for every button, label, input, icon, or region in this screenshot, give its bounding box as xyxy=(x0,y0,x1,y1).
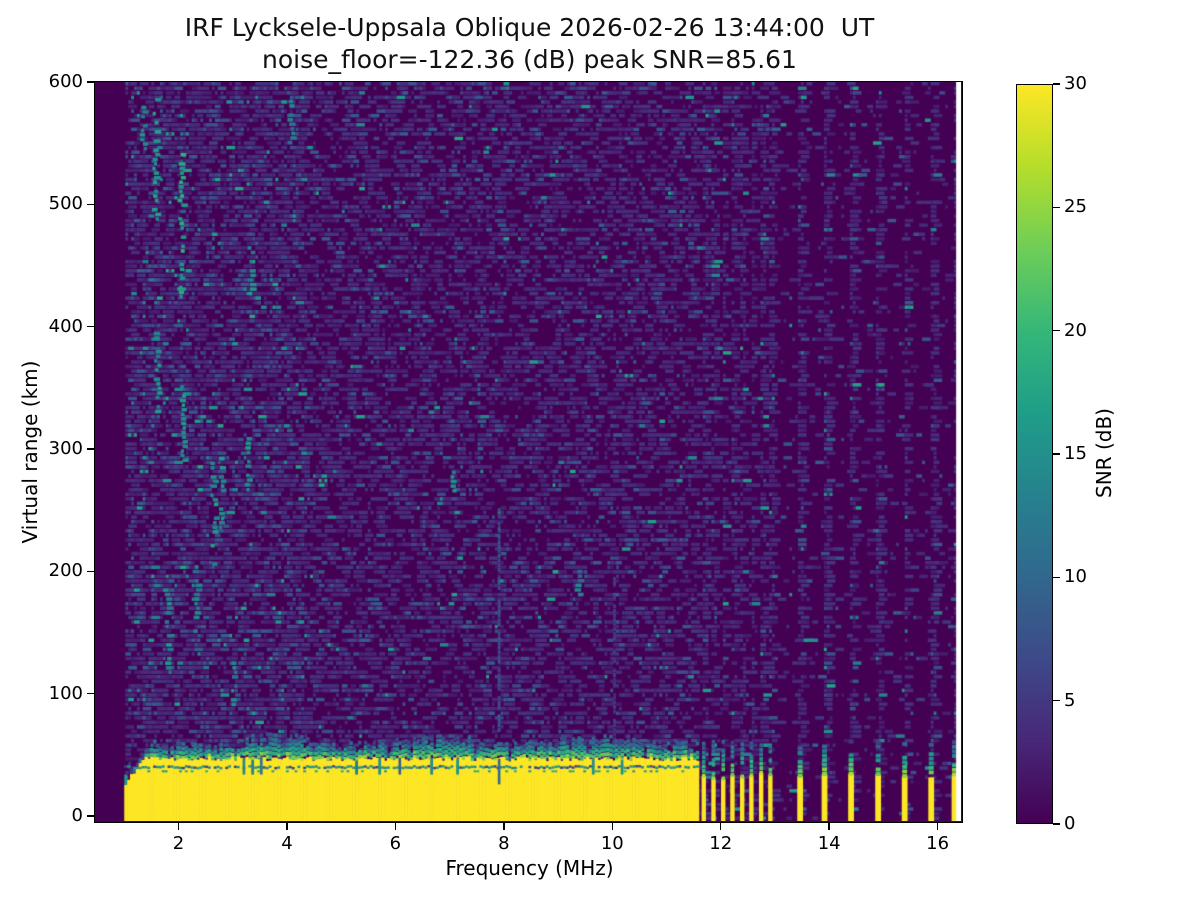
colorbar-tick-label: 15 xyxy=(1064,443,1087,464)
x-tick-mark xyxy=(394,822,397,830)
colorbar-tick-label: 30 xyxy=(1064,73,1087,94)
x-tick-label: 2 xyxy=(172,833,185,854)
colorbar-tick-mark xyxy=(1053,83,1060,85)
x-tick-label: 4 xyxy=(281,833,293,854)
y-tick-mark xyxy=(87,570,95,572)
colorbar xyxy=(1016,84,1053,824)
y-tick-label: 100 xyxy=(48,682,83,704)
colorbar-gradient-canvas xyxy=(1017,85,1052,823)
colorbar-tick-mark xyxy=(1053,576,1060,579)
x-tick-mark xyxy=(720,822,722,830)
y-tick-mark xyxy=(87,815,95,817)
y-tick-mark xyxy=(87,325,95,328)
x-tick-label: 6 xyxy=(389,833,402,854)
colorbar-tick-mark xyxy=(1053,453,1060,455)
x-tick-label: 12 xyxy=(709,833,733,854)
chart-title: IRF Lycksele-Uppsala Oblique 2026-02-26 … xyxy=(184,13,875,42)
y-tick-label: 400 xyxy=(48,315,83,337)
y-tick-mark xyxy=(87,81,95,83)
colorbar-tick-mark xyxy=(1053,699,1060,702)
y-tick-mark xyxy=(87,203,95,205)
plot-area xyxy=(94,81,963,823)
x-tick-label: 14 xyxy=(817,833,841,854)
y-tick-label: 600 xyxy=(48,71,83,92)
x-tick-label: 8 xyxy=(498,833,510,854)
x-tick-mark xyxy=(177,822,180,830)
colorbar-tick-label: 0 xyxy=(1064,813,1076,834)
x-tick-mark xyxy=(286,822,288,830)
chart-subtitle: noise_floor=-122.36 (dB) peak SNR=85.61 xyxy=(262,45,797,74)
y-tick-label: 300 xyxy=(48,437,83,459)
colorbar-tick-mark xyxy=(1053,823,1060,825)
x-tick-mark xyxy=(828,822,830,830)
colorbar-tick-label: 5 xyxy=(1064,689,1076,711)
colorbar-tick-label: 20 xyxy=(1064,319,1087,341)
colorbar-tick-mark xyxy=(1053,206,1060,209)
y-tick-label: 500 xyxy=(48,193,83,215)
colorbar-label: SNR (dB) xyxy=(1092,408,1116,498)
x-tick-label: 16 xyxy=(926,833,950,854)
colorbar-tick-mark xyxy=(1053,329,1060,332)
x-tick-label: 10 xyxy=(600,833,624,854)
y-tick-mark xyxy=(87,692,95,695)
heatmap-canvas xyxy=(95,82,961,821)
x-tick-mark xyxy=(503,822,505,830)
colorbar-tick-label: 25 xyxy=(1064,196,1087,218)
colorbar-tick-label: 10 xyxy=(1064,566,1087,588)
y-tick-mark xyxy=(87,448,95,450)
y-tick-label: 0 xyxy=(71,804,83,826)
y-tick-label: 200 xyxy=(48,560,83,582)
x-axis-label: Frequency (MHz) xyxy=(445,856,614,880)
x-tick-mark xyxy=(611,822,613,830)
x-tick-mark xyxy=(936,822,939,830)
